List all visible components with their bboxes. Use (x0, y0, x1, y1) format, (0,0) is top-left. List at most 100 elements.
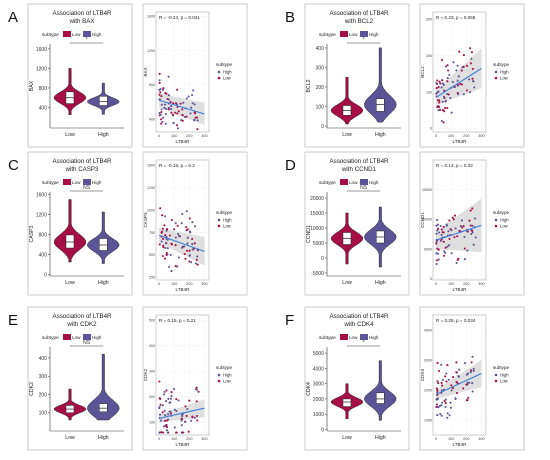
scatter-point (195, 414, 199, 418)
violin-y-tick-label: -5000 (311, 271, 324, 277)
scatter-x-tick-label: 0 (435, 282, 437, 286)
scatter-point (165, 429, 168, 432)
scatter-point (160, 108, 163, 111)
scatter-point (471, 382, 474, 385)
scatter-point (193, 103, 196, 106)
scatter-x-tick-label: 200 (463, 282, 469, 286)
scatter-point (445, 380, 448, 383)
scatter-x-tick-label: 300 (201, 282, 207, 286)
violin-title-line-1: Association of LTB4R (52, 158, 112, 165)
scatter-point (457, 75, 460, 78)
scatter-point (467, 396, 470, 400)
scatter-point (175, 103, 178, 106)
scatter-point (158, 380, 161, 383)
legend-label-low: Low (72, 180, 81, 185)
legend-swatch-low (340, 179, 348, 185)
violin-y-tick-label: 1600 (36, 193, 47, 199)
scatter-point (437, 248, 440, 251)
boxplot-high (376, 98, 385, 112)
scatter-point (164, 112, 167, 116)
violin-title-line-1: Association of LTB4R (329, 158, 389, 165)
legend-label-high: High (92, 335, 102, 340)
scatter-point (447, 93, 450, 96)
confidence-band (436, 198, 482, 253)
scatter-point (449, 401, 452, 404)
scatter-point (177, 256, 180, 259)
violin-y-tick-label: 0 (321, 256, 324, 262)
regression-line (435, 224, 482, 241)
scatter-point (468, 78, 471, 81)
scatter-point (472, 80, 475, 83)
scatter-point (456, 79, 459, 82)
scatter-point (453, 236, 456, 239)
legend-swatch-high (360, 179, 368, 185)
scatter-y-tick-label: 5000 (424, 247, 432, 251)
scatter-point (169, 397, 172, 400)
panel-label: E (8, 312, 18, 329)
scatter-point (441, 109, 444, 112)
scatter-y-tick-label: 500 (149, 318, 155, 322)
scatter-point (175, 431, 178, 434)
violin-y-tick-label: 15000 (310, 211, 324, 217)
significance-label: * (363, 340, 365, 346)
scatter-point (465, 64, 469, 67)
scatter-point (441, 384, 444, 387)
violin-panel-frame (27, 306, 133, 451)
scatter-legend-dot-low (494, 76, 498, 80)
scatter-point (473, 86, 476, 89)
scatter-point (158, 243, 161, 246)
violin-y-label: BAX (29, 80, 35, 91)
scatter-point (164, 122, 167, 125)
scatter-point (161, 404, 164, 407)
scatter-point (456, 258, 459, 262)
violin-panel-frame (304, 306, 410, 451)
scatter-point (181, 431, 184, 434)
scatter-point (158, 81, 161, 84)
scatter-point (164, 424, 167, 427)
boxplot-high (99, 238, 108, 251)
scatter-point (443, 375, 447, 378)
scatter-point (180, 424, 183, 427)
scatter-y-tick-label: 1000 (424, 418, 432, 422)
scatter-x-tick-label: 0 (435, 134, 437, 138)
scatter-legend-dot-high (217, 70, 221, 74)
scatter-point (162, 425, 166, 428)
scatter-point (436, 414, 439, 417)
scatter-point (441, 100, 444, 103)
scatter-point (159, 419, 163, 422)
scatter-point (444, 107, 447, 110)
scatter-point (463, 362, 467, 365)
scatter-point (441, 401, 444, 404)
scatter-point (439, 412, 442, 416)
scatter-point (165, 389, 168, 392)
scatter-point (443, 89, 446, 92)
scatter-point (166, 238, 169, 241)
scatter-point (436, 79, 439, 82)
scatter-point (444, 65, 448, 68)
panel-label: A (8, 9, 18, 26)
scatter-point (472, 369, 475, 372)
scatter-x-label: LTB4R (453, 287, 468, 292)
scatter-point (450, 111, 453, 114)
scatter-point (164, 215, 167, 218)
scatter-point (158, 72, 161, 75)
legend-swatch-high (83, 179, 91, 185)
scatter-point (185, 97, 188, 100)
scatter-point (176, 112, 179, 115)
scatter-point (437, 86, 440, 89)
scatter-legend-label-high: High (223, 70, 232, 75)
violin-x-tick-label: Low (342, 132, 352, 138)
scatter-point (195, 258, 198, 261)
scatter-point (169, 100, 172, 103)
scatter-point (463, 247, 466, 250)
violin-y-tick-label: 4000 (313, 366, 324, 372)
scatter-point (440, 119, 443, 123)
scatter-point (183, 116, 187, 119)
scatter-x-label: LTB4R (176, 442, 191, 447)
violin-y-tick-label: 1200 (36, 213, 47, 219)
scatter-y-tick-label: 400 (149, 344, 155, 348)
scatter-legend-dot-high (494, 373, 498, 377)
scatter-point (176, 127, 179, 130)
violin-x-tick-label: Low (342, 435, 352, 441)
